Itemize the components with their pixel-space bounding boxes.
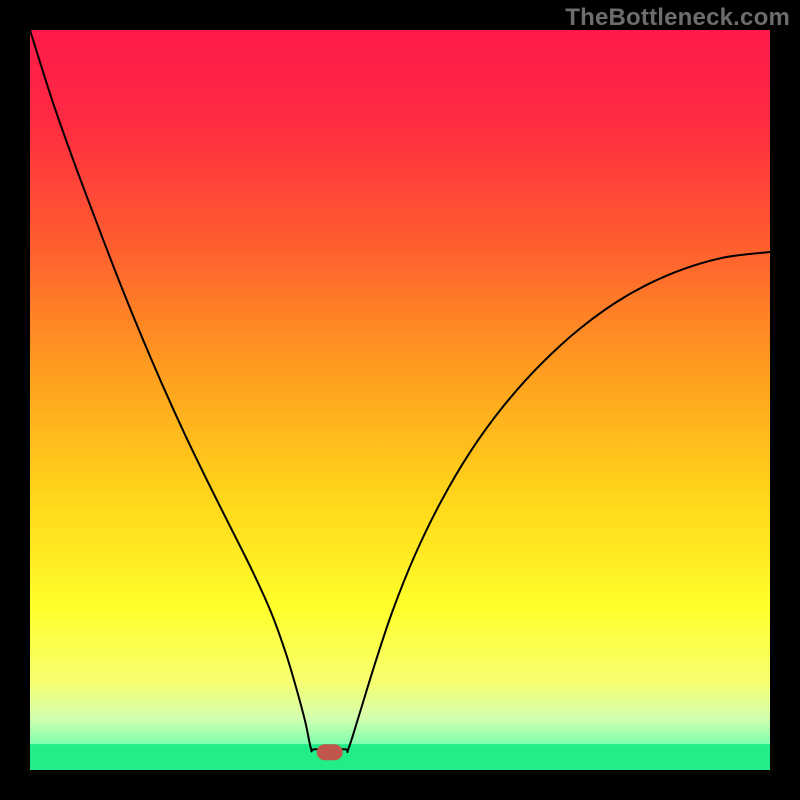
chart-container: TheBottleneck.com [0, 0, 800, 800]
watermark-label: TheBottleneck.com [565, 4, 790, 32]
green-band [30, 744, 770, 770]
heat-gradient-background [30, 30, 770, 770]
bottleneck-curve-chart [0, 0, 800, 800]
optimum-marker [317, 744, 343, 760]
